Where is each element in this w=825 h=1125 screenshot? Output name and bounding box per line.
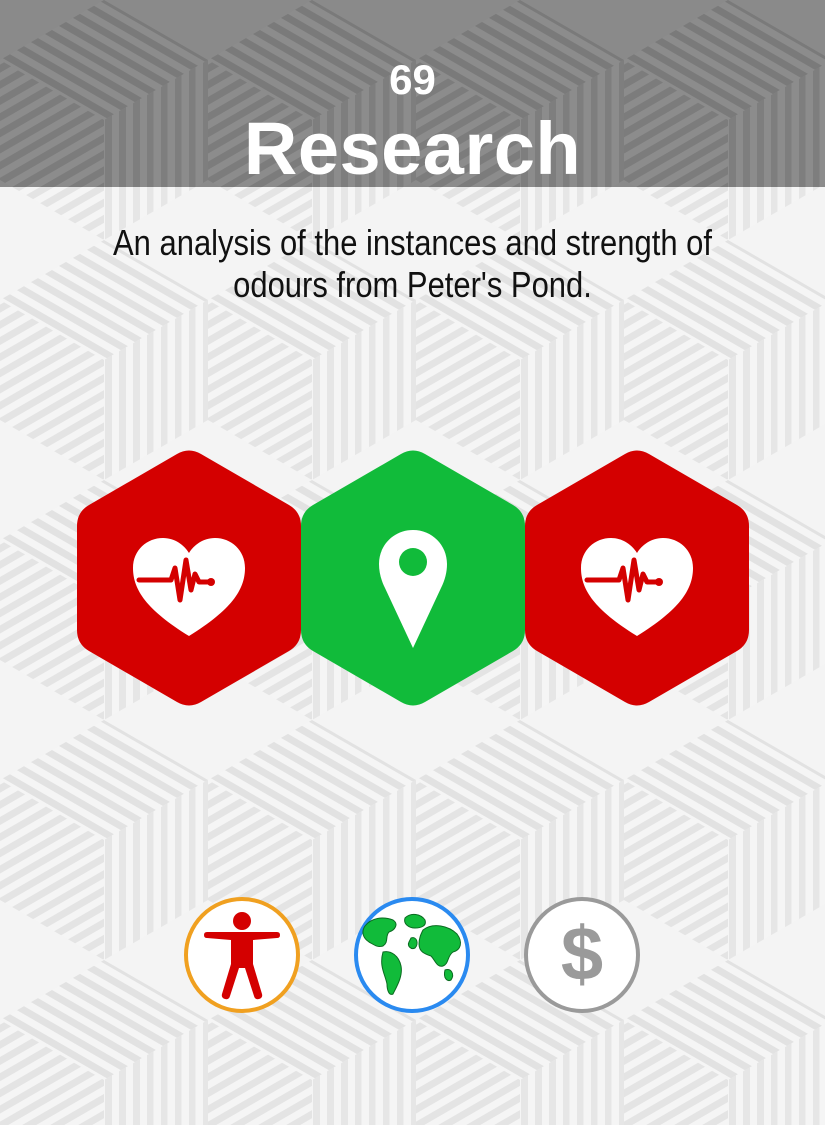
circle-person: [183, 896, 301, 1014]
globe-icon: [362, 913, 461, 995]
card-title: Research: [243, 107, 582, 187]
dollar-icon: $: [561, 912, 603, 997]
card-header: 69 Research: [0, 0, 825, 187]
header-pattern: [0, 0, 825, 187]
hexagon-heart-left: [77, 450, 301, 706]
location-pin-icon: [379, 530, 447, 648]
person-icon: [204, 912, 280, 1000]
heart-pulse-icon: [581, 538, 693, 636]
card-description: An analysis of the instances and strengt…: [113, 222, 712, 305]
circle-globe: [353, 896, 471, 1014]
hexagon-location-center: [301, 450, 525, 706]
heart-pulse-icon: [133, 538, 245, 636]
hexagon-heart-right: [525, 450, 749, 706]
circle-dollar: $: [523, 896, 641, 1014]
card-number: 69: [389, 56, 436, 103]
